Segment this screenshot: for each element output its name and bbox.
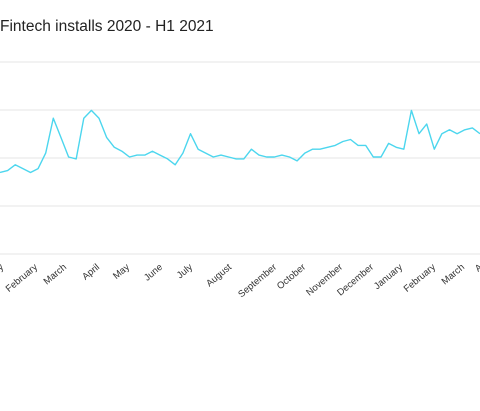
x-tick-label: May	[111, 262, 132, 282]
x-tick-label: September	[236, 262, 279, 300]
x-tick-label: August	[204, 262, 234, 290]
x-tick-label: July	[175, 262, 195, 281]
x-tick-label: April	[80, 262, 102, 283]
x-tick-label: February	[402, 262, 438, 295]
x-tick-label: y	[0, 262, 6, 274]
x-tick-label: June	[142, 262, 165, 284]
x-tick-label: March	[42, 262, 69, 287]
gridlines	[0, 61, 480, 255]
x-tick-label: A	[473, 261, 480, 274]
x-tick-label: March	[440, 262, 467, 287]
x-tick-label: October	[275, 262, 308, 292]
series-layer	[0, 109, 480, 174]
x-tick-label: February	[4, 262, 40, 295]
chart-title: Fintech installs 2020 - H1 2021	[0, 18, 214, 35]
x-tick-label: January	[372, 262, 405, 292]
series-line	[0, 109, 480, 174]
